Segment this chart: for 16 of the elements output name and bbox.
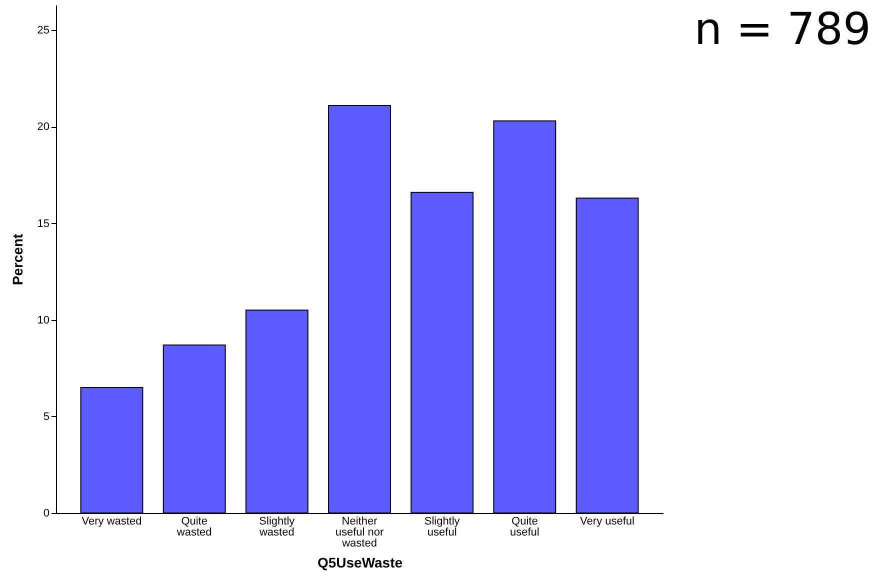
x-tick-label: Quite useful [510,516,540,538]
x-tick-label: Neither useful nor wasted [335,516,384,550]
y-tick-label: 10 [37,314,50,326]
y-tick-label: 0 [43,508,50,520]
x-tick-label: Slightly useful [424,516,460,538]
x-tick-label: Very useful [580,516,634,528]
y-tick-label: 15 [37,218,50,230]
y-tick-label: 5 [43,410,50,423]
text: n = 789 [694,4,871,55]
x-axis-title: Q5UseWaste [317,554,403,570]
y-tick-label: 20 [37,121,50,134]
y-tick-label: 25 [37,24,50,37]
x-tick-label: Very wasted [82,516,142,528]
x-tick-label: Quite wasted [176,516,212,538]
y-axis-title: Percent [9,233,26,286]
x-tick-label: Slightly wasted [258,516,296,538]
